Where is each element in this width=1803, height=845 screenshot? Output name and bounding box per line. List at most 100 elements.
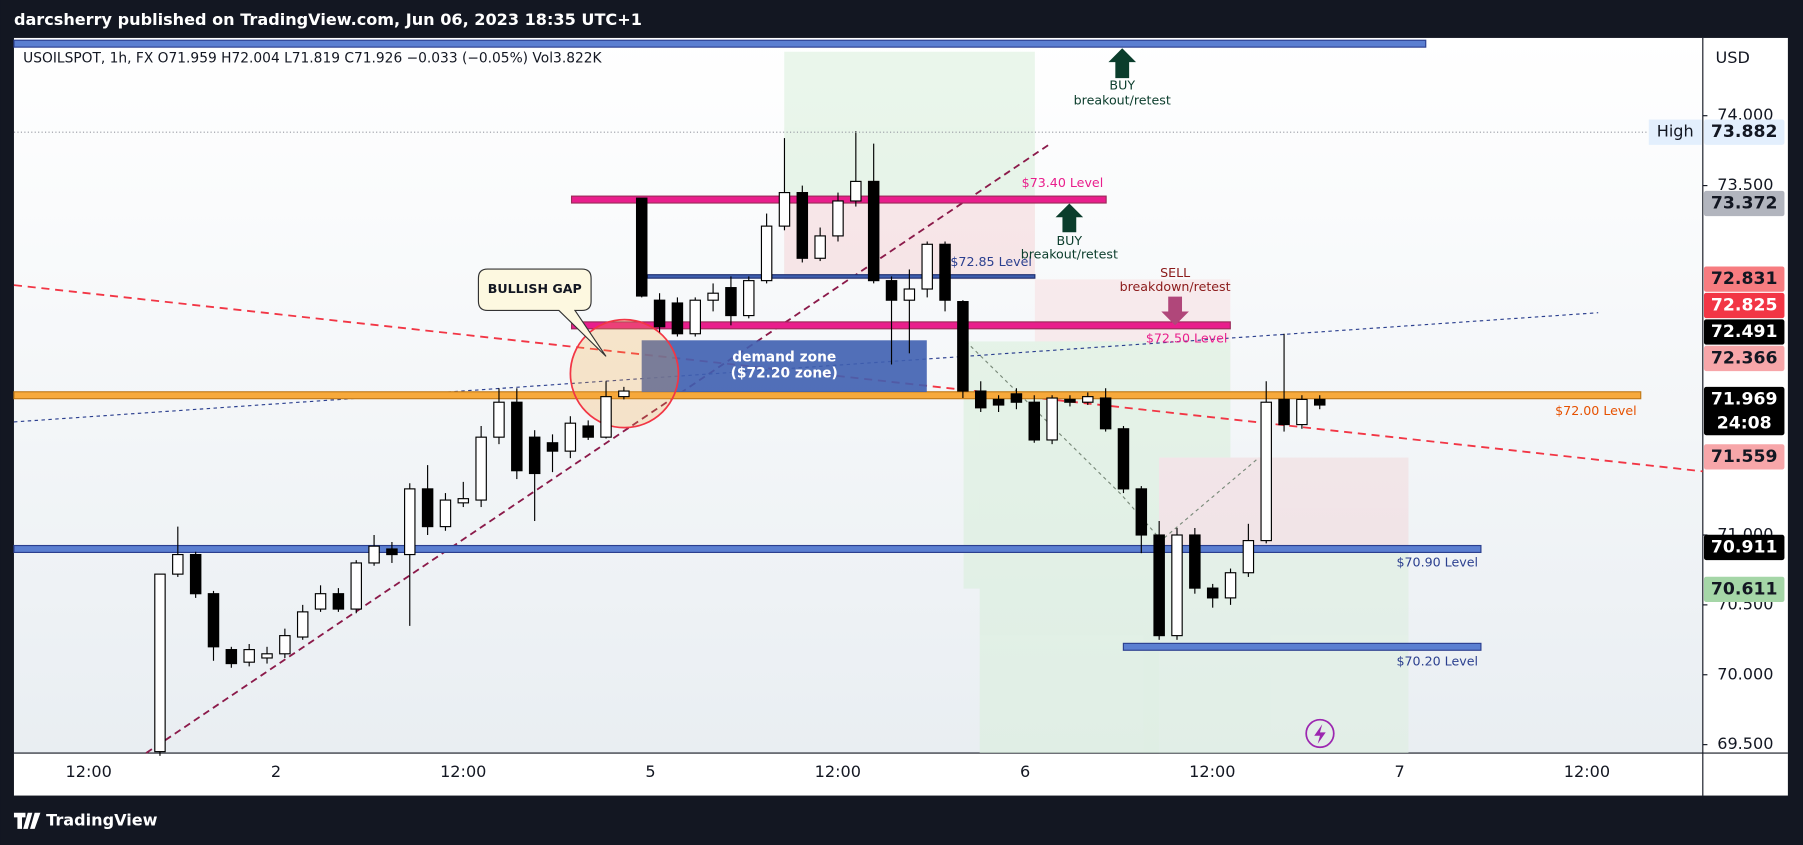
price-label-box [1703,534,1785,561]
candle-body [743,280,755,317]
logo [13,812,41,829]
candle-body [314,593,327,610]
price-label-box [1703,266,1785,292]
level-label: $72.50 Level [1146,331,1228,346]
candle-body [493,401,505,438]
candle-body [635,197,648,297]
candle-body [885,280,898,301]
candle-body [1242,540,1255,574]
price-label: 72.366 [1711,348,1778,368]
candle-body [207,593,220,648]
candle-body [600,396,612,438]
candle-body [796,192,809,259]
high-tag: High [1657,122,1694,141]
buy-text: breakout/retest [1074,93,1171,108]
y-tick-label: 70.000 [1717,664,1773,683]
candle-body [725,287,737,317]
candle-body [1171,534,1183,637]
price-label: 72.491 [1711,322,1778,342]
candle-body [903,288,916,301]
y-tick-label: 73.500 [1717,175,1773,194]
demand-zone [641,340,927,393]
level-label: $73.40 Level [1022,175,1104,190]
candle-body [689,299,701,335]
level-line [13,544,1482,553]
callout [477,268,607,357]
candle-body [475,436,487,501]
x-tick-label: 12:00 [1564,762,1610,781]
zone [1159,457,1409,552]
candle-body [1099,397,1112,430]
event-icon [1314,724,1326,744]
candle-body [1082,396,1094,403]
x-tick-label: 7 [1395,762,1405,781]
candle-body [1117,428,1130,490]
price-label: 70.611 [1711,579,1778,599]
footer-brand: TradingView [46,810,158,829]
candle-body [1046,397,1058,441]
price-label: 72.825 [1711,296,1778,316]
candle-body [1278,398,1290,426]
axis-unit: USD [1716,48,1750,67]
price-label-box [1703,386,1785,436]
candle-body [1153,534,1165,637]
candle-body [421,488,434,528]
candle-body [1010,393,1023,403]
price-label-box [1703,576,1785,603]
candle-body [1135,488,1148,536]
candle-body [1260,401,1272,542]
position-zones [784,51,1409,754]
candle-body [653,299,666,328]
zone [784,201,1035,280]
candle-body [261,653,273,659]
candle-body [296,611,309,638]
callout-text: BULLISH GAP [488,281,582,296]
price-label: 71.559 [1711,447,1778,467]
legend: USOILSPOT, 1h, FX O71.959 H72.004 L71.81… [23,51,602,67]
buy-arrow [1055,203,1084,233]
countdown: 24:08 [1717,414,1772,434]
trendline [145,144,1050,754]
y-tick-label: 69.500 [1717,734,1773,753]
sell-arrow [1161,296,1189,326]
candle-body [778,192,791,227]
event-icon [1305,718,1335,749]
candle-body [1206,587,1219,599]
x-tick-label: 12:00 [1189,762,1235,781]
level-label: $70.20 Level [1396,653,1478,668]
x-tick-label: 2 [271,762,281,781]
candle-body [939,243,951,301]
candle-body [1313,398,1326,406]
candle-body [350,562,362,610]
x-tick-label: 5 [645,762,655,781]
axes: 74.00073.50071.00070.50070.00069.50012:0… [13,105,1785,781]
candle-body [867,180,880,282]
demand-text: demand zone [732,350,836,366]
candle-body [921,243,933,290]
level-label: $72.85 Level [950,254,1032,269]
candle-body [707,292,719,301]
candle-body [957,301,969,392]
buy-text: BUY [1057,233,1083,248]
level-line [1122,642,1482,651]
candle-body [1224,572,1237,599]
time-scale [13,753,1703,796]
header-title: darcsherry published on TradingView.com,… [14,10,642,29]
price-label: 73.372 [1711,193,1778,213]
candle-body [760,225,773,282]
candle-body [189,553,202,595]
high-tag-box [1648,119,1702,145]
candle-body [511,401,523,472]
candle-body [404,488,416,556]
price-label-box [1703,119,1785,145]
candles [154,131,1326,756]
candle-body [974,390,987,409]
candle-body [618,390,630,398]
candle-body [1064,398,1076,403]
x-tick-label: 12:00 [815,762,861,781]
candle-body [1189,534,1201,589]
candle-body [1296,398,1308,426]
price-label-box [1703,345,1785,372]
candle-body [582,425,594,438]
